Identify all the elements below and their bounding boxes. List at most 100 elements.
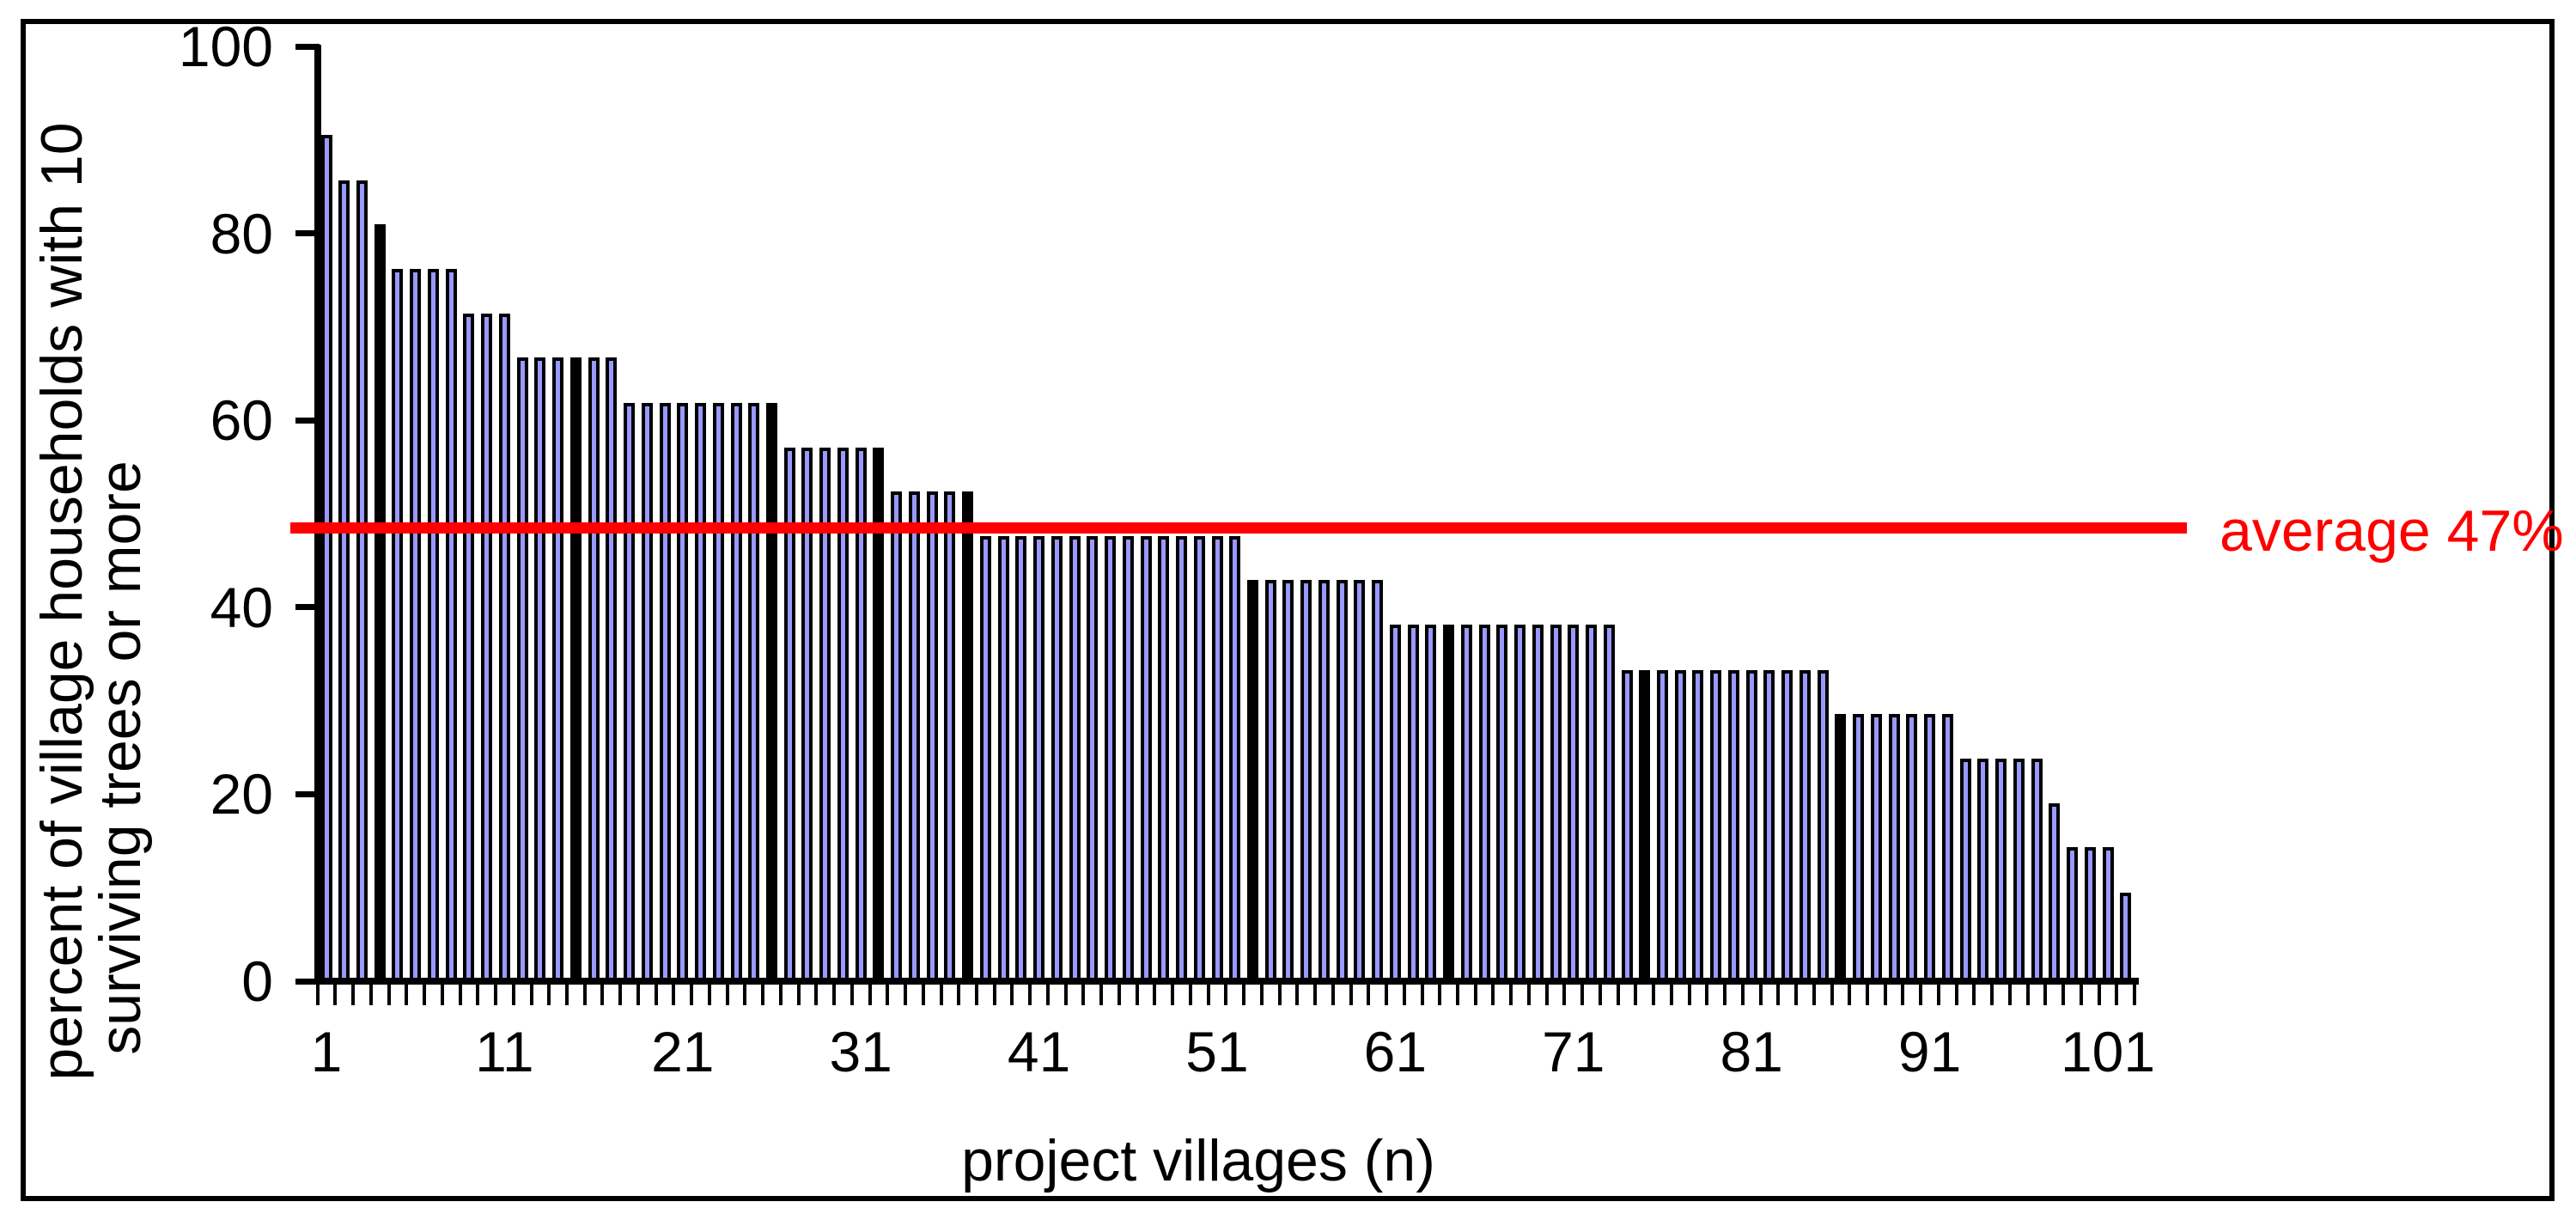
x-tick-10 bbox=[494, 985, 498, 1005]
bar-village-101 bbox=[2102, 847, 2114, 981]
y-tick-80 bbox=[295, 230, 320, 237]
bar-village-80 bbox=[1727, 669, 1739, 981]
bar-village-26 bbox=[766, 402, 777, 981]
x-tick-99 bbox=[2079, 985, 2083, 1005]
bar-village-87 bbox=[1853, 713, 1865, 981]
x-tick-100 bbox=[2097, 985, 2101, 1005]
x-tick-93 bbox=[1972, 985, 1976, 1005]
figure-border bbox=[21, 19, 2555, 1201]
y-axis-line bbox=[314, 45, 321, 985]
x-tick-48 bbox=[1171, 985, 1175, 1005]
average-line-label: average 47% bbox=[2220, 498, 2564, 564]
bar-village-33 bbox=[891, 491, 903, 981]
x-tick-69 bbox=[1544, 985, 1549, 1005]
bar-village-68 bbox=[1514, 625, 1526, 981]
bar-village-25 bbox=[748, 402, 760, 981]
x-tick-13 bbox=[547, 985, 551, 1005]
bar-village-95 bbox=[1995, 759, 2007, 981]
x-tick-73 bbox=[1616, 985, 1620, 1005]
average-reference-line bbox=[290, 522, 2187, 534]
bar-village-29 bbox=[819, 447, 831, 981]
x-tick-27 bbox=[796, 985, 801, 1005]
x-tick-55 bbox=[1295, 985, 1300, 1005]
bar-village-36 bbox=[944, 491, 956, 981]
bar-village-32 bbox=[873, 447, 885, 981]
x-tick-52 bbox=[1242, 985, 1246, 1005]
x-tick-75 bbox=[1652, 985, 1656, 1005]
bar-village-52 bbox=[1229, 536, 1241, 981]
bar-village-64 bbox=[1443, 625, 1455, 981]
x-tick-88 bbox=[1883, 985, 1887, 1005]
x-tick-39 bbox=[1010, 985, 1014, 1005]
x-tick-65 bbox=[1473, 985, 1477, 1005]
x-axis-line bbox=[314, 978, 2139, 985]
x-tick-62 bbox=[1420, 985, 1424, 1005]
y-tick-60 bbox=[295, 417, 320, 424]
bar-village-12 bbox=[516, 357, 528, 981]
x-tick-49 bbox=[1188, 985, 1192, 1005]
x-tick-80 bbox=[1740, 985, 1745, 1005]
x-tick-label-101: 101 bbox=[2060, 1020, 2156, 1083]
x-tick-53 bbox=[1259, 985, 1264, 1005]
bar-village-14 bbox=[552, 357, 564, 981]
x-tick-64 bbox=[1455, 985, 1459, 1005]
bar-village-69 bbox=[1532, 625, 1544, 981]
x-tick-37 bbox=[975, 985, 978, 1005]
x-tick-20 bbox=[672, 985, 676, 1005]
x-tick-0 bbox=[315, 985, 320, 1005]
bar-village-58 bbox=[1336, 580, 1348, 981]
x-tick-101 bbox=[2115, 985, 2119, 1005]
bar-village-20 bbox=[659, 402, 671, 981]
bar-village-98 bbox=[2049, 803, 2061, 981]
bar-village-51 bbox=[1211, 536, 1223, 981]
bar-village-41 bbox=[1033, 536, 1045, 981]
x-tick-3 bbox=[368, 985, 373, 1005]
bar-village-6 bbox=[410, 268, 422, 981]
bar-village-16 bbox=[588, 357, 600, 981]
x-tick-40 bbox=[1028, 985, 1032, 1005]
bar-village-92 bbox=[1941, 713, 1953, 981]
y-tick-label-80: 80 bbox=[210, 201, 273, 265]
bar-village-4 bbox=[374, 223, 386, 981]
bar-village-62 bbox=[1407, 625, 1419, 981]
bar-village-21 bbox=[677, 402, 689, 981]
x-tick-label-31: 31 bbox=[829, 1020, 892, 1083]
x-tick-94 bbox=[1990, 985, 1994, 1005]
bar-village-65 bbox=[1460, 625, 1472, 981]
x-tick-87 bbox=[1866, 985, 1869, 1005]
x-tick-label-91: 91 bbox=[1897, 1020, 1962, 1083]
bar-village-74 bbox=[1621, 669, 1633, 981]
x-tick-36 bbox=[957, 985, 961, 1005]
bar-village-90 bbox=[1906, 713, 1918, 981]
y-tick-label-0: 0 bbox=[241, 949, 273, 1013]
bar-village-13 bbox=[534, 357, 546, 981]
x-tick-46 bbox=[1135, 985, 1139, 1005]
x-tick-90 bbox=[1919, 985, 1923, 1005]
bar-village-39 bbox=[997, 536, 1009, 981]
bar-village-99 bbox=[2067, 847, 2079, 981]
bar-village-78 bbox=[1692, 669, 1704, 981]
bar-village-53 bbox=[1246, 580, 1258, 981]
x-tick-4 bbox=[387, 985, 391, 1005]
x-tick-98 bbox=[2061, 985, 2066, 1005]
x-tick-61 bbox=[1402, 985, 1406, 1005]
bar-village-8 bbox=[445, 268, 457, 981]
x-tick-5 bbox=[405, 985, 409, 1005]
y-tick-label-100: 100 bbox=[178, 15, 273, 78]
x-tick-86 bbox=[1848, 985, 1852, 1005]
bar-village-9 bbox=[463, 314, 475, 981]
x-tick-12 bbox=[529, 985, 533, 1005]
bar-village-1 bbox=[320, 135, 332, 981]
x-tick-6 bbox=[423, 985, 427, 1005]
bar-village-47 bbox=[1140, 536, 1152, 981]
bar-village-23 bbox=[712, 402, 724, 981]
x-tick-17 bbox=[618, 985, 623, 1005]
x-tick-57 bbox=[1331, 985, 1335, 1005]
x-tick-50 bbox=[1206, 985, 1210, 1005]
bar-village-22 bbox=[695, 402, 707, 981]
bar-village-50 bbox=[1193, 536, 1205, 981]
bar-village-86 bbox=[1835, 713, 1847, 981]
bar-village-63 bbox=[1425, 625, 1437, 981]
x-tick-29 bbox=[832, 985, 837, 1005]
